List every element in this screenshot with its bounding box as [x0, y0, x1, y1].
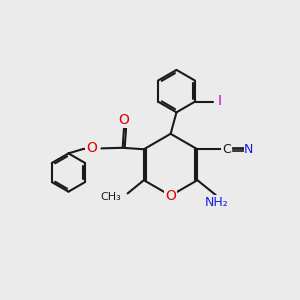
- Text: I: I: [218, 94, 222, 108]
- Text: NH₂: NH₂: [205, 196, 229, 209]
- Text: O: O: [119, 113, 130, 127]
- Text: N: N: [244, 143, 254, 156]
- Text: C: C: [222, 143, 231, 156]
- Text: CH₃: CH₃: [100, 192, 121, 202]
- Text: O: O: [86, 141, 97, 155]
- Text: O: O: [165, 189, 176, 203]
